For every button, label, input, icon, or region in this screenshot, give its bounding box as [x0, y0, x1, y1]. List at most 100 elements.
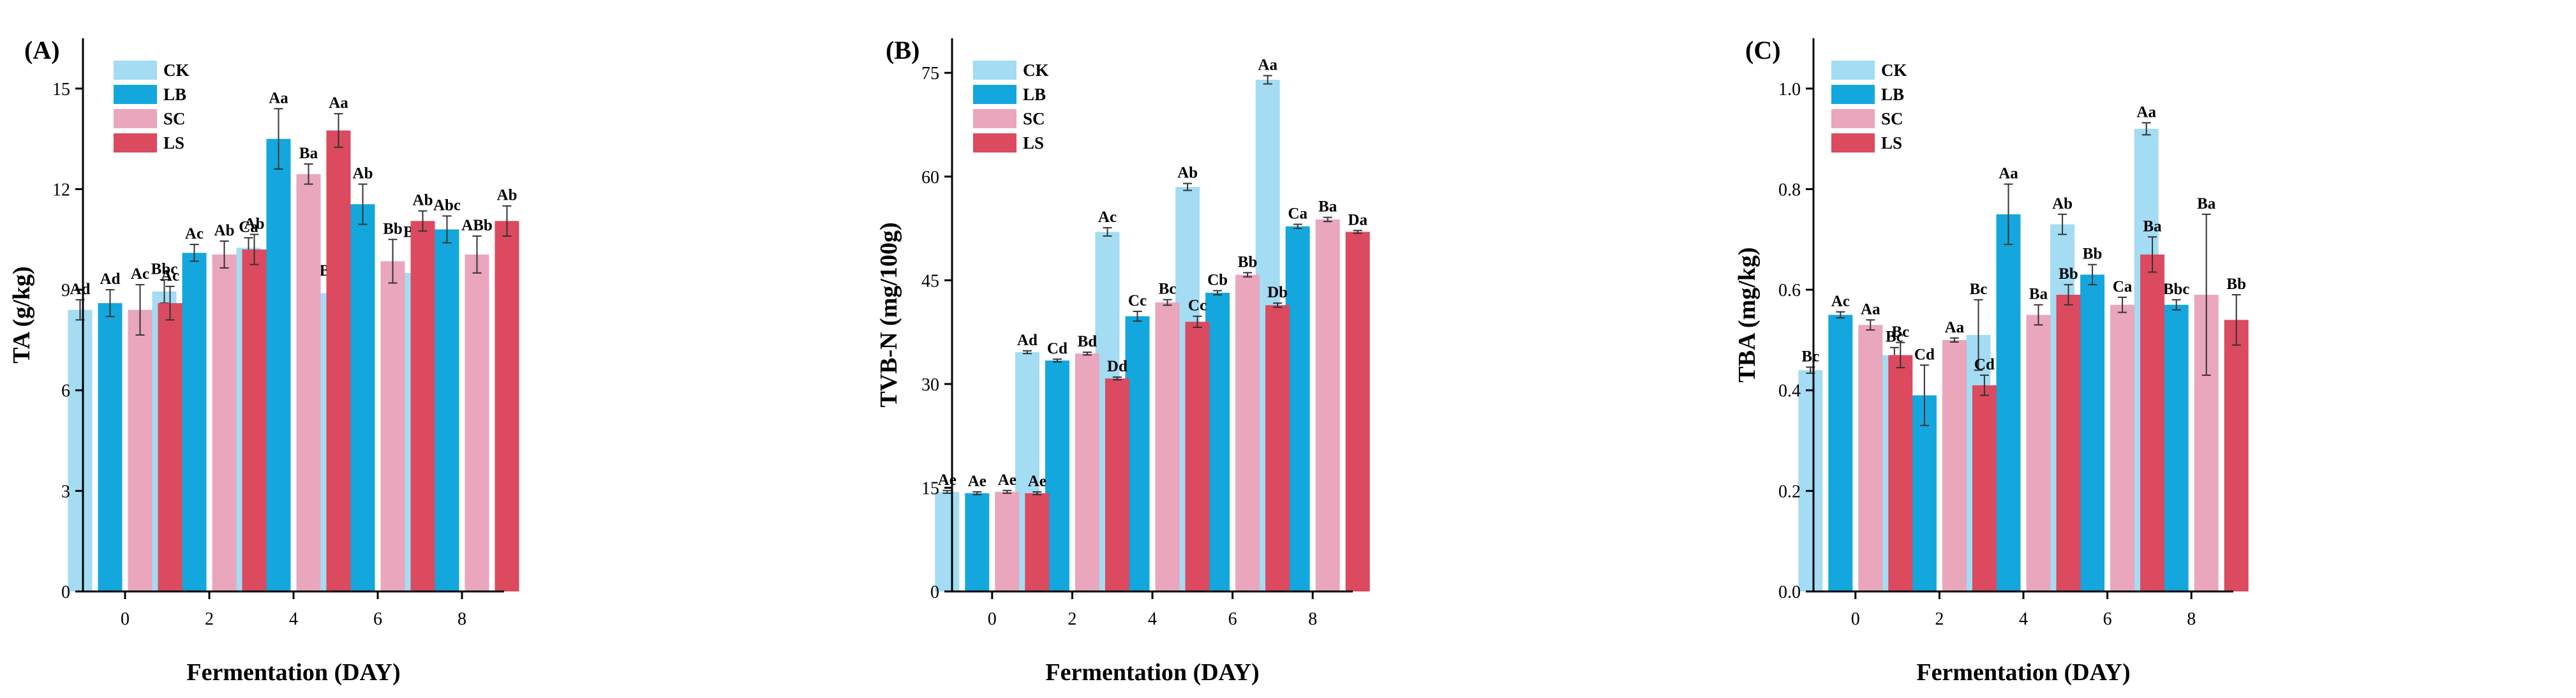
legend-swatch-ls	[1831, 133, 1875, 152]
error-bar	[1133, 311, 1142, 322]
error-bar	[972, 491, 982, 496]
bar-lb-day-0	[965, 493, 990, 591]
significance-label: Aa	[269, 89, 288, 107]
x-tick-label: 0	[1851, 609, 1860, 629]
chart-panel-a: (A)AdBbcCaBbcBabAdAcAaAbAbcAcAbBaBbABbAc…	[8, 36, 519, 686]
bar-ls-day-8	[1345, 232, 1370, 591]
bar-ls-day-4	[2056, 294, 2081, 591]
error-bar	[1193, 315, 1202, 329]
panel-label: (A)	[24, 36, 60, 64]
significance-label: Ae	[938, 472, 957, 489]
legend-label: CK	[1881, 61, 1907, 80]
significance-label: Aa	[1258, 57, 1277, 74]
error-bar	[304, 163, 313, 185]
bar-sc-day-4	[2026, 315, 2051, 591]
y-tick-label: 1.0	[1778, 80, 1801, 100]
bar-sc-day-0	[128, 309, 153, 591]
bar-sc-day-6	[380, 261, 405, 592]
significance-label: Ad	[100, 271, 121, 288]
significance-label: Bc	[1970, 281, 1988, 298]
legend-swatch-ck	[973, 61, 1016, 80]
error-bar	[1103, 226, 1112, 237]
error-bar	[358, 183, 368, 225]
x-tick-label: 6	[2103, 609, 2112, 629]
legend: CK LB SC LS	[973, 61, 1049, 152]
bar-ls-day-6	[2140, 254, 2165, 591]
significance-label: Db	[1267, 284, 1288, 301]
bar-sc-day-0	[995, 491, 1020, 591]
x-axis-title: Fermentation (DAY)	[186, 659, 400, 686]
error-bar	[2201, 213, 2211, 376]
bar-sc-day-4	[1155, 302, 1180, 591]
bar-lb-day-8	[2164, 304, 2189, 591]
significance-label: Abc	[433, 197, 461, 214]
significance-label: Aa	[1861, 301, 1880, 318]
legend-label: LB	[1881, 85, 1904, 104]
bar-sc-day-6	[1235, 274, 1260, 591]
error-bar	[2004, 183, 2013, 246]
significance-label: Ab	[244, 215, 265, 232]
y-tick-label: 30	[921, 375, 939, 395]
x-tick-label: 2	[1068, 609, 1076, 629]
error-bar	[1052, 358, 1062, 363]
bar-lb-day-4	[1996, 214, 2021, 591]
legend-label: LS	[163, 133, 184, 152]
x-tick-label: 4	[2019, 609, 2028, 629]
x-axis-title: Fermentation (DAY)	[1916, 659, 2130, 686]
significance-label: Da	[1348, 211, 1367, 228]
x-tick-label: 8	[2187, 609, 2196, 629]
error-bar	[1273, 302, 1283, 308]
error-bar	[502, 205, 512, 237]
bar-lb-day-0	[98, 303, 123, 591]
error-bar	[334, 113, 343, 148]
chart-panels: (A)AdBbcCaBbcBabAdAcAaAbAbcAcAbBaBbABbAc…	[8, 36, 2249, 686]
significance-label: Ab	[214, 222, 235, 239]
bar-lb-day-2	[1912, 395, 1937, 591]
x-tick-label: 8	[458, 609, 466, 629]
error-bar	[1866, 319, 1875, 331]
error-bar	[1979, 375, 1989, 396]
bar-lb-day-0	[1828, 315, 1853, 591]
bar-sc-day-2	[212, 254, 237, 591]
x-tick-label: 4	[289, 609, 298, 629]
x-tick-label: 6	[373, 609, 382, 629]
error-bar	[442, 215, 452, 244]
significance-label: Ac	[1098, 209, 1117, 226]
significance-label: Aa	[1945, 319, 1965, 336]
x-tick-label: 4	[1148, 609, 1157, 629]
legend-swatch-ck	[1831, 61, 1875, 80]
y-tick-label: 0.8	[1778, 180, 1801, 200]
legend-label: CK	[1023, 61, 1049, 80]
error-bar	[105, 289, 115, 318]
error-bar	[190, 244, 199, 262]
y-tick-label: 75	[921, 64, 939, 84]
y-tick-label: 60	[921, 168, 939, 188]
legend-swatch-lb	[1831, 85, 1875, 104]
error-bar	[1032, 491, 1042, 496]
error-bar	[1836, 311, 1845, 319]
significance-label: Cd	[1047, 340, 1068, 357]
error-bar	[2064, 284, 2073, 306]
y-tick-label: 0.0	[1778, 583, 1801, 602]
error-bar	[1082, 352, 1092, 356]
y-axis-title: TBA (mg/kg)	[1734, 247, 1761, 382]
x-tick-label: 2	[1935, 609, 1944, 629]
bar-ls-day-2	[1105, 378, 1129, 591]
bar-ls-day-8	[2224, 320, 2249, 591]
bar-sc-day-4	[296, 174, 321, 591]
significance-label: Ca	[239, 219, 258, 236]
significance-label: Ac	[161, 267, 179, 285]
bar-lb-day-6	[350, 204, 375, 592]
legend-label: SC	[1023, 109, 1045, 128]
bar-sc-day-0	[1858, 325, 1883, 591]
x-tick-label: 0	[121, 609, 130, 629]
legend-swatch-ls	[114, 133, 157, 152]
y-tick-label: 3	[61, 482, 70, 501]
significance-label: Bb	[2083, 246, 2103, 263]
significance-label: Ba	[2197, 195, 2216, 212]
bar-sc-day-2	[1942, 339, 1967, 591]
y-tick-label: 9	[61, 281, 70, 301]
significance-label: Bd	[1078, 333, 1098, 350]
